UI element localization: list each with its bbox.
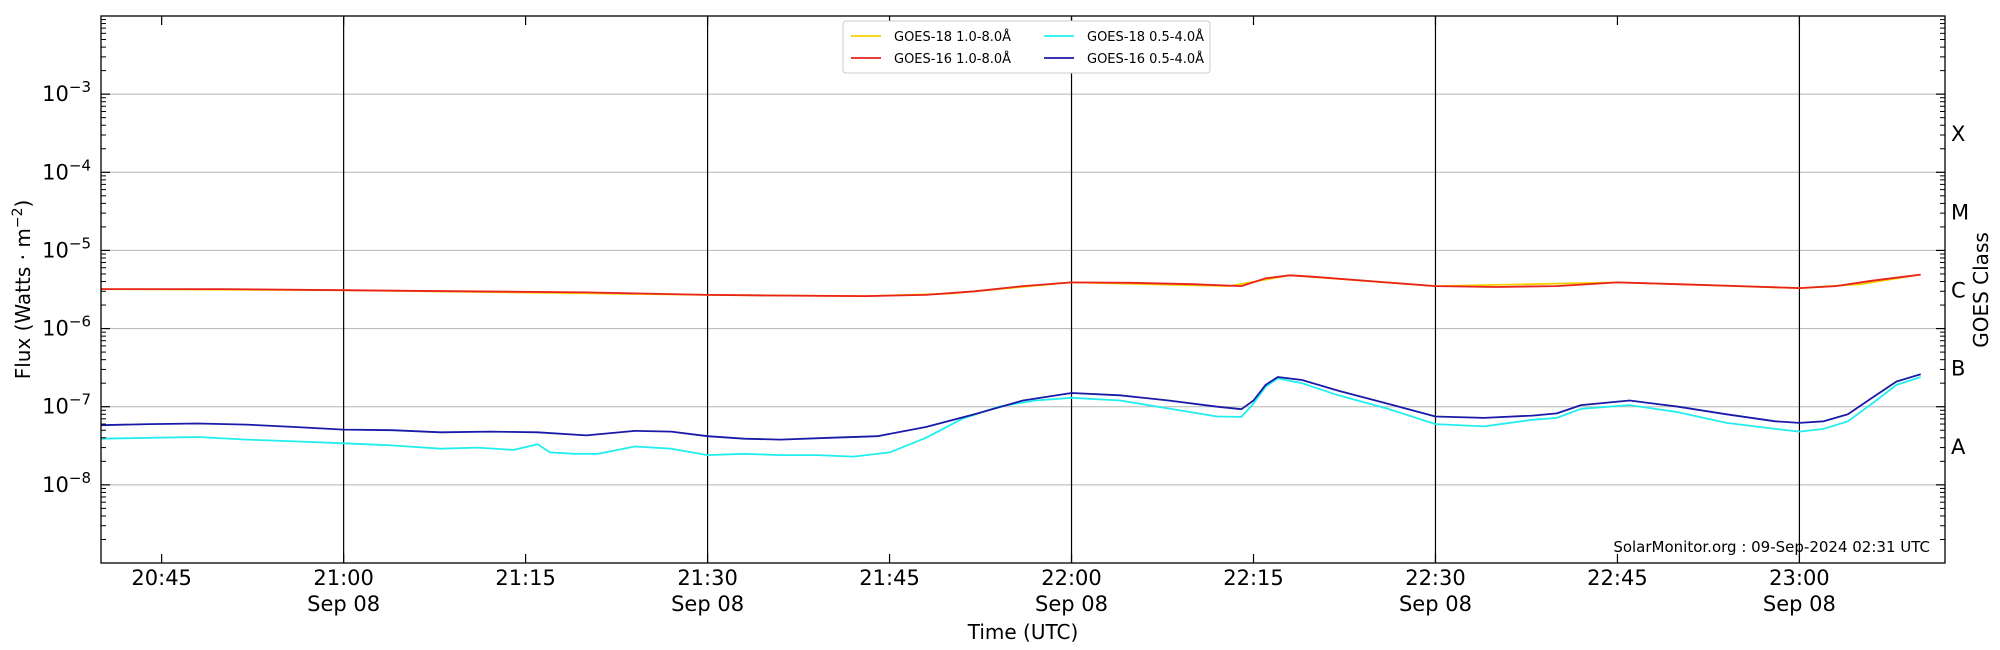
x-tick-label: 20:45 [131, 566, 192, 590]
y-tick-label: 10−5 [42, 234, 91, 262]
series-line [100, 373, 1921, 441]
x-tick-label: 22:00 [1041, 566, 1102, 590]
y-axis-ticks: 10−8 10−7 10−6 10−5 10−4 10−3 [42, 19, 1945, 540]
source-annotation: SolarMonitor.org : 09-Sep-2024 02:31 UTC [1613, 538, 1930, 556]
y-tick-label: 10−7 [42, 391, 91, 419]
plot-background [101, 16, 1945, 563]
x-tick-label: 22:45 [1587, 566, 1648, 590]
plot-frame [100, 15, 1946, 564]
goes-class-axis-label: GOES Class [1969, 232, 1993, 348]
x-tick-label: 21:15 [495, 566, 556, 590]
goes-class-labels: A B C M X [1951, 122, 1969, 459]
x-tick-date-label: Sep 08 [1399, 592, 1472, 616]
goes-class-label: M [1951, 200, 1969, 224]
x-tick-label: 21:30 [677, 566, 738, 590]
series-line [100, 376, 1921, 458]
y-gridlines [101, 93, 1945, 486]
goes-class-label: A [1951, 435, 1966, 459]
y-tick-label: 10−4 [42, 156, 91, 184]
legend-entry: GOES-18 0.5-4.0Å [1087, 29, 1204, 45]
legend-box [842, 20, 1211, 74]
legend: GOES-18 1.0-8.0Å GOES-16 1.0-8.0Å GOES-18 … [842, 20, 1211, 74]
x-tick-label: 23:00 [1769, 566, 1830, 590]
x-tick-date-label: Sep 08 [307, 592, 380, 616]
x-tick-date-label: Sep 08 [1763, 592, 1836, 616]
goes-class-label: B [1951, 357, 1965, 381]
legend-entry: GOES-18 1.0-8.0Å [894, 29, 1011, 45]
y-tick-label: 10−6 [42, 313, 91, 341]
series-lines [100, 273, 1921, 458]
x-tick-label: 22:15 [1223, 566, 1284, 590]
y-tick-label: 10−3 [42, 78, 91, 106]
x-axis-label: Time (UTC) [967, 620, 1079, 644]
legend-entry: GOES-16 1.0-8.0Å [894, 51, 1011, 67]
x-tick-date-label: Sep 08 [1035, 592, 1108, 616]
legend-entry: GOES-16 0.5-4.0Å [1087, 51, 1204, 67]
y-axis-label: Flux (Watts · m−2) [10, 200, 35, 380]
goes-class-label: X [1951, 122, 1965, 146]
series-line [101, 273, 1921, 298]
x-tick-label: 22:30 [1405, 566, 1466, 590]
x-tick-label: 21:00 [313, 566, 374, 590]
goes-class-label: C [1951, 279, 1966, 303]
y-tick-label: 10−8 [42, 469, 91, 497]
x-tick-label: 21:45 [859, 566, 920, 590]
x-tick-date-label: Sep 08 [671, 592, 744, 616]
